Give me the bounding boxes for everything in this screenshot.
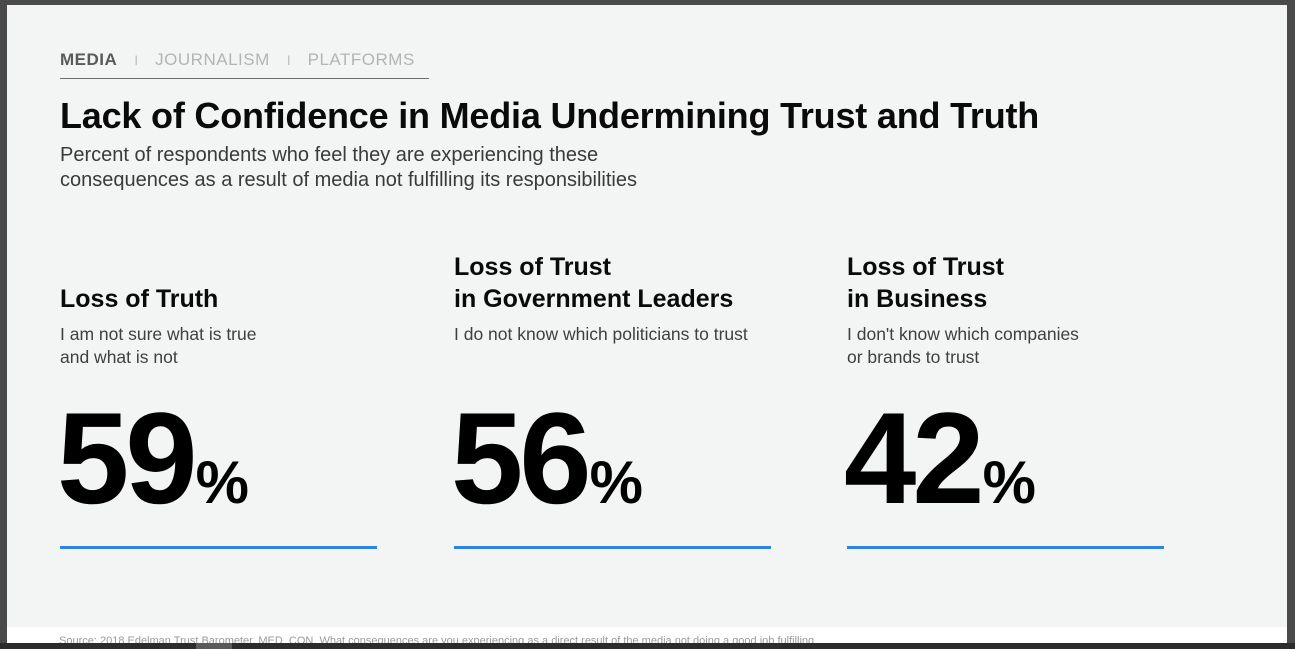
stat-number: 56	[451, 385, 592, 531]
stat-underline	[454, 546, 771, 549]
section-nav: MEDIA I JOURNALISM I PLATFORMS	[60, 50, 429, 79]
nav-item-journalism[interactable]: JOURNALISM	[155, 50, 270, 69]
scrollbar-thumb[interactable]	[196, 643, 232, 649]
stat-value: 59%	[57, 393, 249, 523]
stat-number: 42	[844, 385, 985, 531]
stat-heading-line-1: Loss of Trust	[454, 253, 611, 281]
stat-card-loss-of-trust-government: Loss of Trust in Government Leaders I do…	[451, 5, 774, 627]
stat-card-loss-of-trust-business: Loss of Trust in Business I don't know w…	[844, 5, 1167, 627]
stat-heading: Loss of Truth	[60, 283, 400, 315]
horizontal-scrollbar[interactable]	[0, 643, 1295, 649]
nav-separator: I	[134, 52, 139, 68]
stat-percent-sign: %	[195, 449, 249, 516]
nav-item-platforms[interactable]: PLATFORMS	[307, 50, 415, 69]
stat-description: I am not sure what is true and what is n…	[60, 323, 380, 369]
stat-description: I don't know which companies or brands t…	[847, 323, 1167, 369]
stat-heading: Loss of Trust in Government Leaders	[454, 251, 794, 315]
stat-heading-line-2: in Government Leaders	[454, 285, 734, 313]
page-subtitle: Percent of respondents who feel they are…	[60, 143, 740, 193]
page-title: Lack of Confidence in Media Undermining …	[60, 95, 1040, 136]
stat-heading-line-2: Loss of Truth	[60, 285, 219, 313]
stat-desc-line-2: and what is not	[60, 347, 178, 367]
slide: MEDIA I JOURNALISM I PLATFORMS Lack of C…	[7, 5, 1287, 627]
subtitle-line-1: Percent of respondents who feel they are…	[60, 144, 599, 166]
stat-heading-line-1: Loss of Trust	[847, 253, 1004, 281]
stat-heading: Loss of Trust in Business	[847, 251, 1187, 315]
stat-description: I do not know which politicians to trust	[454, 323, 774, 346]
subtitle-line-2: consequences as a result of media not fu…	[60, 169, 637, 191]
stat-value: 56%	[451, 393, 643, 523]
stat-desc-line-1: I am not sure what is true	[60, 324, 257, 344]
stat-percent-sign: %	[982, 449, 1036, 516]
stat-desc-line-1: I do not know which politicians to trust	[454, 324, 748, 344]
stat-desc-line-2: or brands to trust	[847, 347, 980, 367]
stat-card-loss-of-truth: Loss of Truth I am not sure what is true…	[57, 5, 380, 627]
nav-separator: I	[286, 52, 291, 68]
stat-heading-line-2: in Business	[847, 285, 988, 313]
stat-value: 42%	[844, 393, 1036, 523]
stat-underline	[847, 546, 1164, 549]
stat-desc-line-1: I don't know which companies	[847, 324, 1079, 344]
stat-underline	[60, 546, 377, 549]
stat-number: 59	[57, 385, 198, 531]
nav-item-media[interactable]: MEDIA	[60, 50, 118, 69]
stat-percent-sign: %	[589, 449, 643, 516]
